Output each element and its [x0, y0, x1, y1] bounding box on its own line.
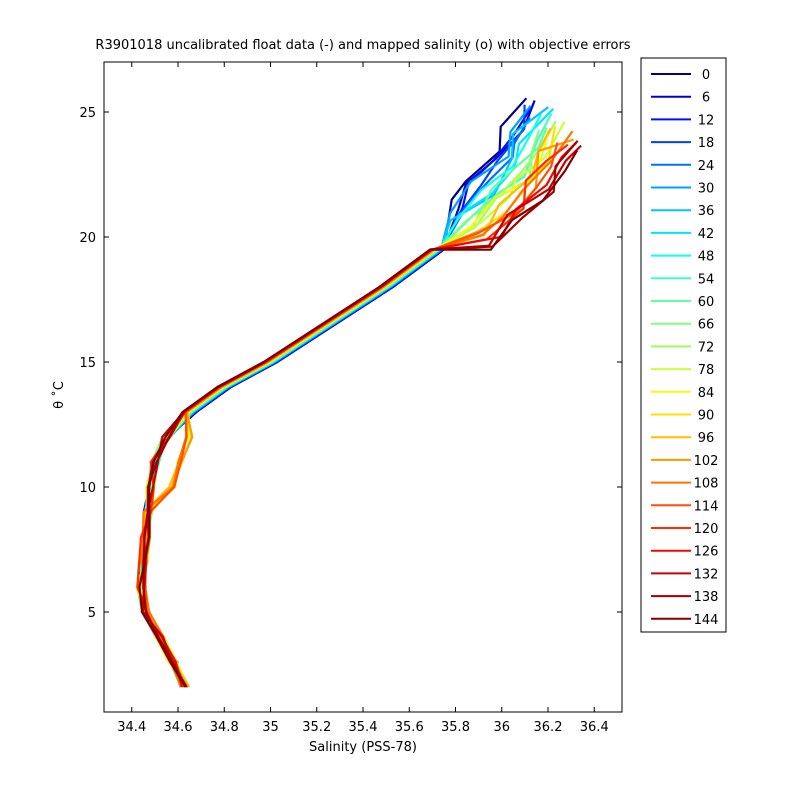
legend-label: 36 [698, 204, 715, 219]
legend-label: 12 [698, 113, 715, 128]
y-tick-label: 15 [79, 356, 96, 371]
legend-items: 0 6 12 18 24 30 36 42 48 54 60 66 72 78 84 90 96 102 108 11… [651, 68, 718, 628]
x-tick-label: 34.8 [210, 720, 239, 735]
x-tick-label: 34.4 [117, 720, 146, 735]
y-tick-label: 5 [88, 606, 96, 621]
x-tick-label: 36.2 [534, 720, 563, 735]
x-axis-label: Salinity (PSS-78) [309, 740, 417, 755]
legend-label: 132 [694, 567, 719, 582]
legend-label: 72 [698, 340, 715, 355]
y-tick-label: 20 [79, 231, 96, 246]
legend-box [640, 57, 727, 633]
legend-label: 6 [702, 91, 710, 106]
legend: 0 6 12 18 24 30 36 42 48 54 60 66 72 78 84 90 96 102 108 11… [640, 57, 727, 633]
series-layer [135, 97, 582, 688]
legend-label: 60 [698, 295, 715, 310]
x-tick-label: 35.6 [395, 720, 424, 735]
x-tick-label: 35.4 [349, 720, 378, 735]
legend-label: 114 [694, 499, 719, 514]
profile-line-138 [142, 140, 579, 688]
legend-label: 120 [694, 522, 719, 537]
profile-line-144 [138, 149, 579, 688]
legend-label: 144 [694, 613, 719, 628]
legend-label: 24 [698, 159, 715, 174]
legend-label: 84 [698, 386, 715, 401]
legend-label: 66 [698, 318, 715, 333]
legend-label: 54 [698, 272, 715, 287]
x-tick-label: 34.6 [164, 720, 193, 735]
legend-label: 90 [698, 409, 715, 424]
legend-label: 48 [698, 250, 715, 265]
x-tick-label: 36.4 [580, 720, 609, 735]
legend-label: 96 [698, 431, 715, 446]
legend-label: 78 [698, 363, 715, 378]
y-axis-label: θ ˚C [51, 381, 67, 409]
legend-label: 102 [694, 454, 719, 469]
profile-line-114 [144, 142, 559, 688]
legend-label: 30 [698, 182, 715, 197]
legend-label: 126 [694, 545, 719, 560]
y-tick-label: 25 [79, 106, 96, 121]
legend-label: 0 [702, 68, 710, 83]
y-ticks: 5 10 15 20 25 [79, 106, 622, 621]
y-tick-label: 10 [79, 481, 96, 496]
x-tick-label: 35.2 [302, 720, 331, 735]
x-ticks: 34.4 34.6 34.8 35 35.2 35.4 35.6 35.8 36 36.2 36.4 [117, 62, 609, 735]
legend-label: 42 [698, 227, 715, 242]
legend-label: 138 [694, 590, 719, 605]
chart-title: R3901018 uncalibrated float data (-) and… [95, 38, 630, 53]
plot-area [104, 62, 622, 712]
x-tick-label: 36 [493, 720, 510, 735]
legend-label: 18 [698, 136, 715, 151]
legend-label: 108 [694, 477, 719, 492]
x-tick-label: 35.8 [441, 720, 470, 735]
x-tick-label: 35 [262, 720, 279, 735]
